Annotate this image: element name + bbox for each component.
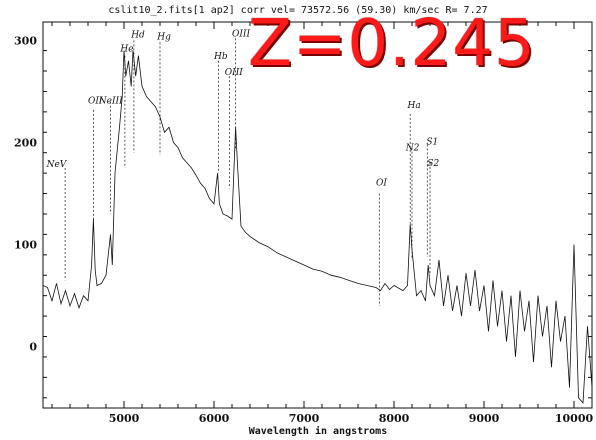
emission-line-label: NeIII [98, 97, 123, 107]
plot-frame [42, 21, 593, 409]
emission-line-label: S2 [427, 159, 439, 169]
emission-line-label: S1 [426, 138, 438, 148]
emission-line-label: N2 [405, 144, 420, 154]
emission-line-label: OII [88, 97, 103, 107]
y-tick-label: 300 [14, 34, 37, 47]
x-tick-label: 5000 [109, 412, 140, 425]
y-tick-label: 0 [29, 341, 37, 354]
emission-line-label: Ha [407, 101, 421, 111]
emission-line-label: He [119, 45, 133, 55]
x-tick-label: 7000 [289, 412, 320, 425]
axis-ticks [43, 22, 593, 408]
x-tick-label: 9000 [469, 412, 500, 425]
emission-line-label: Hb [213, 52, 228, 62]
x-axis-label: Wavelength in angstroms [249, 425, 387, 437]
emission-line-label: Hg [156, 32, 171, 42]
chart-title: cslit10_2.fits[1 ap2] corr vel= 73572.56… [108, 5, 487, 16]
x-tick-label: 10000 [555, 412, 594, 425]
x-tick-label: 6000 [199, 412, 230, 425]
emission-line-label: OI [376, 178, 387, 188]
y-tick-label: 100 [14, 239, 37, 252]
emission-line-label: OIII [232, 29, 250, 39]
emission-line-label: NeV [46, 160, 68, 170]
emission-line-label: OIII [225, 68, 243, 78]
spectrum-line [42, 50, 593, 404]
emission-line-label: Hd [130, 30, 145, 40]
redshift-overlay: Z=0.245 [248, 7, 536, 81]
y-tick-label: 200 [14, 136, 37, 149]
axis-tick-labels: 5000 6000 7000 8000 9000 10000 0 100 200 300 [14, 34, 593, 425]
x-tick-label: 8000 [379, 412, 410, 425]
